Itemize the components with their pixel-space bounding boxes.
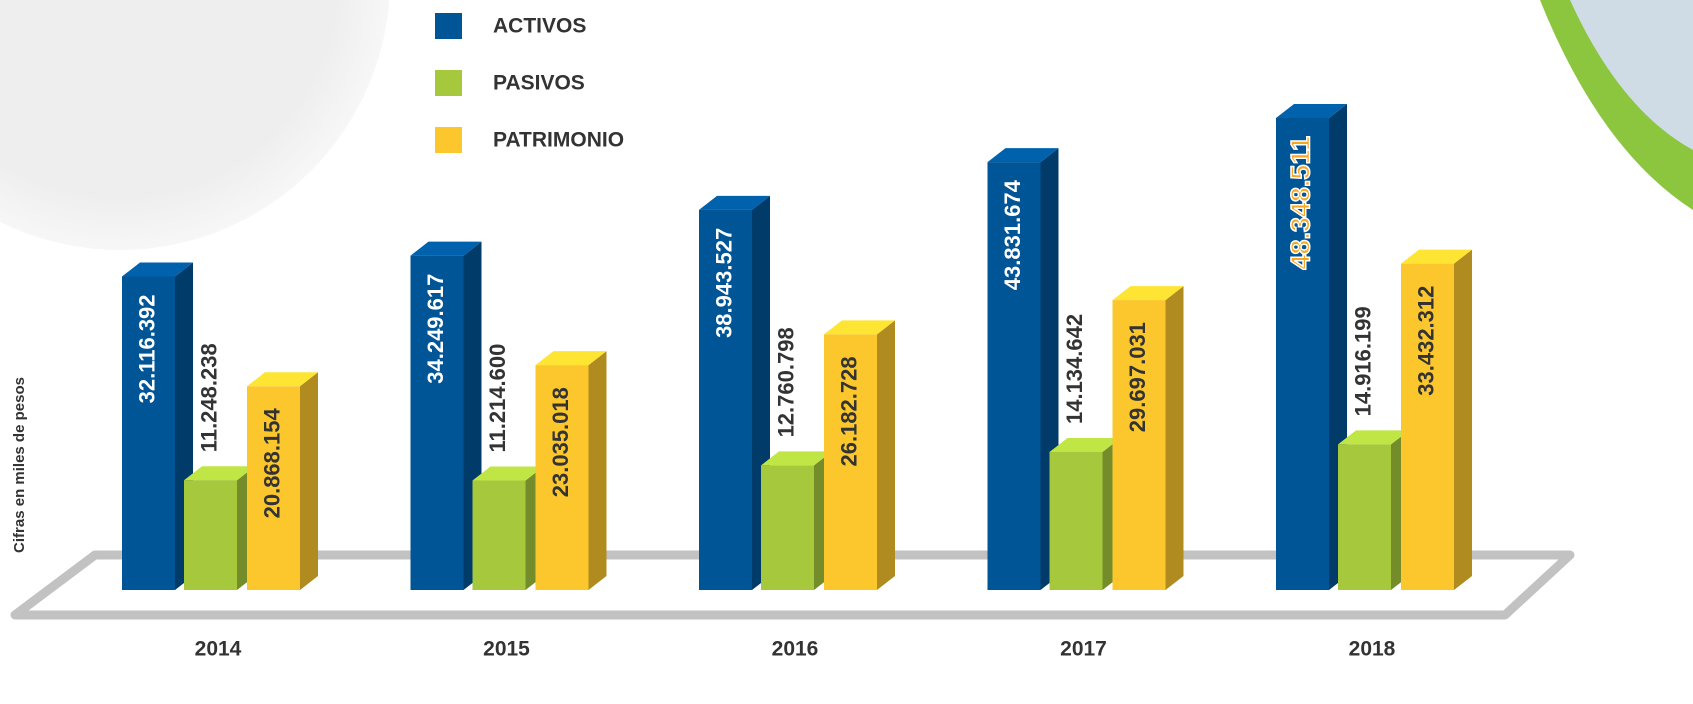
platform: [10, 550, 1575, 620]
bar: [824, 320, 895, 590]
bar-side: [877, 320, 895, 590]
value-label: 32.116.392: [134, 294, 159, 403]
bar-top: [247, 372, 318, 387]
bar-top: [472, 466, 544, 481]
bar-side: [1165, 286, 1184, 590]
legend-swatch: [435, 70, 462, 96]
bar-front: [987, 162, 1041, 590]
bar-top: [1112, 286, 1184, 301]
bar-side: [300, 372, 318, 590]
bar-front: [1049, 452, 1103, 590]
bar: [1276, 104, 1347, 590]
bar-top: [1049, 438, 1121, 453]
value-label: 29.697.031: [1125, 322, 1150, 432]
value-label: 26.182.728: [836, 356, 861, 466]
value-label: 11.214.600: [485, 344, 510, 453]
bar-front: [761, 465, 814, 590]
bar-side: [588, 351, 607, 590]
legend-label: PASIVOS: [493, 72, 585, 95]
bar: [247, 372, 318, 590]
bar: [987, 148, 1059, 590]
bar-front: [1276, 118, 1329, 590]
bar: [1112, 286, 1184, 590]
legend-swatch: [435, 13, 462, 39]
bar-top: [1401, 249, 1472, 264]
y-axis-label: Cifras en miles de pesos: [11, 377, 28, 553]
bar-top: [122, 262, 193, 277]
bar-front: [410, 255, 464, 590]
bar: [184, 466, 255, 590]
bar: [472, 466, 544, 590]
bar-top: [410, 241, 482, 256]
bar-front: [184, 480, 237, 590]
legend-label: ACTIVOS: [493, 15, 586, 38]
bar-top: [184, 466, 255, 481]
bar-front: [472, 480, 526, 590]
bar-top: [535, 351, 607, 366]
value-label: 43.831.674: [1000, 179, 1025, 290]
legend-label: PATRIMONIO: [493, 129, 624, 152]
bar-top: [1276, 104, 1347, 118]
legend-swatch: [435, 127, 462, 153]
x-tick-label: 2014: [195, 638, 242, 661]
bar: [535, 351, 607, 590]
bar-top: [699, 195, 770, 210]
value-label: 11.248.238: [196, 343, 221, 452]
value-label: 14.916.199: [1350, 306, 1375, 416]
value-label: 23.035.018: [548, 387, 573, 497]
bar-front: [1338, 444, 1391, 590]
bar-front: [1401, 263, 1454, 590]
x-tick-label: 2017: [1060, 638, 1107, 661]
value-label: 48.348.511: [1286, 136, 1316, 270]
corner-photo: [1570, 0, 1693, 150]
x-tick-label: 2015: [483, 638, 530, 661]
value-label: 12.760.798: [773, 327, 798, 437]
bar-top: [761, 451, 832, 466]
x-tick-label: 2016: [772, 638, 819, 661]
bar: [1049, 438, 1121, 590]
bar: [761, 451, 832, 590]
bar: [1338, 430, 1409, 590]
bar-front: [699, 209, 752, 590]
bar: [1401, 249, 1472, 591]
bar-front: [1112, 300, 1166, 590]
bar-top: [1338, 430, 1409, 445]
bar-side: [1454, 249, 1472, 591]
value-label: 38.943.527: [711, 228, 736, 338]
bar-top: [824, 320, 895, 335]
bar-front: [122, 276, 175, 590]
value-label: 20.868.154: [259, 408, 284, 519]
value-label: 34.249.617: [423, 274, 448, 384]
x-tick-label: 2018: [1349, 638, 1396, 661]
value-label: 14.134.642: [1062, 314, 1087, 424]
background-circle: [0, 0, 390, 250]
bar-top: [987, 148, 1059, 163]
bar-front: [824, 334, 877, 590]
bar-front: [535, 365, 589, 590]
value-label: 33.432.312: [1413, 286, 1438, 396]
bar-front: [247, 386, 300, 590]
